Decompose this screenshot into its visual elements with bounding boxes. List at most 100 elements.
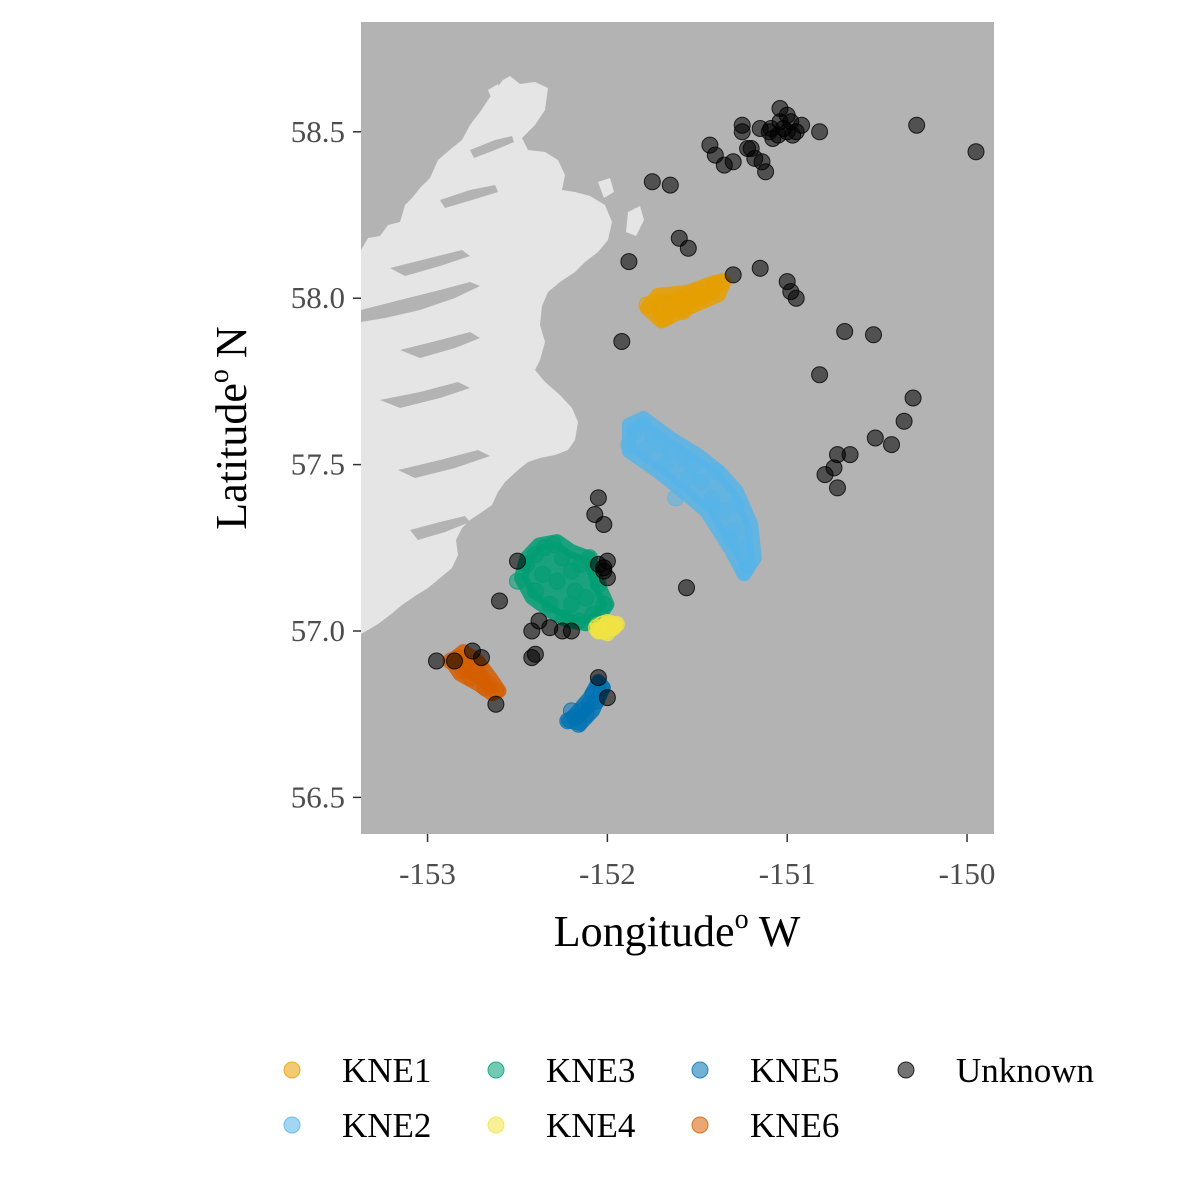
legend-label: KNE6 xyxy=(750,1106,839,1145)
point-unknown xyxy=(895,412,913,430)
point-unknown xyxy=(811,366,829,384)
legend-label: KNE3 xyxy=(546,1051,635,1090)
point-unknown xyxy=(446,652,463,670)
legend-label: KNE1 xyxy=(342,1051,431,1090)
point-kne3 xyxy=(562,595,580,613)
point-unknown xyxy=(866,429,884,447)
point-kne5 xyxy=(570,715,588,733)
point-unknown xyxy=(643,173,661,191)
point-kne2 xyxy=(620,436,638,454)
point-unknown xyxy=(908,116,926,134)
legend-label: KNE5 xyxy=(750,1051,839,1090)
point-unknown xyxy=(509,552,526,570)
x-tick-label: -152 xyxy=(579,856,636,891)
legend-key-kne1 xyxy=(283,1061,301,1079)
legend: KNE1 KNE2 KNE3 KNE4 KNE5 KNE6 Unknown xyxy=(283,1051,1094,1145)
legend-item-kne4: KNE4 xyxy=(487,1106,635,1145)
point-unknown xyxy=(598,689,616,707)
point-kne2 xyxy=(706,462,724,480)
y-tick-label: 57.5 xyxy=(291,447,345,482)
coastal-inlets xyxy=(361,136,514,540)
legend-item-kne3: KNE3 xyxy=(487,1051,635,1090)
point-unknown xyxy=(904,389,922,407)
legend-label: KNE4 xyxy=(546,1106,635,1145)
point-unknown xyxy=(491,592,508,610)
point-unknown xyxy=(967,143,985,161)
point-unknown xyxy=(829,479,846,497)
point-kne3 xyxy=(526,582,544,600)
point-kne3 xyxy=(548,572,566,590)
point-unknown xyxy=(865,326,882,344)
point-unknown xyxy=(724,266,742,284)
point-kne2 xyxy=(728,496,746,513)
y-tick-label: 58.5 xyxy=(291,114,345,149)
point-kne6 xyxy=(462,669,480,687)
legend-label: KNE2 xyxy=(342,1106,431,1145)
legend-label: Unknown xyxy=(956,1051,1094,1090)
x-axis-title: Longitudeo W xyxy=(554,904,801,956)
y-tick-label: 58.0 xyxy=(291,280,345,315)
point-unknown xyxy=(787,289,805,307)
legend-item-kne6: KNE6 xyxy=(691,1106,839,1145)
x-tick-label: -153 xyxy=(399,856,456,891)
legend-key-kne5 xyxy=(691,1061,709,1079)
point-kne2 xyxy=(731,539,749,557)
point-unknown xyxy=(816,466,834,484)
point-kne4 xyxy=(607,615,625,633)
point-unknown xyxy=(589,669,607,687)
legend-key-kne4 xyxy=(487,1116,505,1134)
point-unknown xyxy=(523,649,541,667)
kodiak-island-landmass xyxy=(361,76,612,634)
scatter-points-layer xyxy=(428,100,985,733)
kodiak-island-landmass xyxy=(488,84,500,100)
legend-key-unknown xyxy=(897,1061,915,1079)
x-tick-label: -151 xyxy=(759,856,816,891)
y-axis-title: Latitudeo N xyxy=(204,326,256,529)
point-unknown xyxy=(678,579,695,597)
legend-item-kne2: KNE2 xyxy=(283,1106,431,1145)
point-kne1 xyxy=(696,286,713,304)
point-kne2 xyxy=(638,439,656,457)
point-unknown xyxy=(793,116,811,134)
point-unknown xyxy=(620,253,638,271)
point-kne3 xyxy=(541,595,559,613)
legend-item-unknown: Unknown xyxy=(897,1051,1094,1090)
point-unknown xyxy=(751,259,769,277)
point-kne3 xyxy=(544,536,562,553)
point-unknown xyxy=(811,123,829,141)
point-unknown xyxy=(753,153,771,171)
point-kne2 xyxy=(735,562,753,580)
point-kne1 xyxy=(679,296,697,314)
point-kne2 xyxy=(679,469,697,487)
point-kne2 xyxy=(656,456,674,474)
point-unknown xyxy=(701,136,719,154)
point-kne5 xyxy=(562,702,580,720)
legend-item-kne1: KNE1 xyxy=(283,1051,431,1090)
point-unknown xyxy=(487,695,505,713)
y-tick-label: 56.5 xyxy=(291,779,345,814)
legend-key-kne6 xyxy=(691,1116,709,1134)
point-unknown xyxy=(523,622,541,640)
point-kne3 xyxy=(553,549,571,567)
point-unknown xyxy=(464,642,481,660)
legend-item-kne5: KNE5 xyxy=(691,1051,839,1090)
x-axis: -153 -152 -151 -150 xyxy=(399,834,995,891)
point-unknown xyxy=(613,333,631,350)
point-kne3 xyxy=(534,565,552,583)
point-unknown xyxy=(739,140,757,157)
point-unknown xyxy=(733,123,751,141)
point-kne2 xyxy=(703,496,721,513)
x-tick-label: -150 xyxy=(939,856,996,891)
point-kne2 xyxy=(721,529,739,547)
point-kne2 xyxy=(667,489,685,507)
point-unknown xyxy=(661,176,679,194)
point-unknown xyxy=(836,323,854,340)
point-unknown xyxy=(771,100,789,117)
point-kne3 xyxy=(509,572,526,590)
point-unknown xyxy=(883,436,900,454)
point-unknown xyxy=(762,120,780,137)
point-kne3 xyxy=(595,595,613,613)
point-unknown xyxy=(595,516,613,533)
kodiak-island-landmass xyxy=(626,206,644,236)
